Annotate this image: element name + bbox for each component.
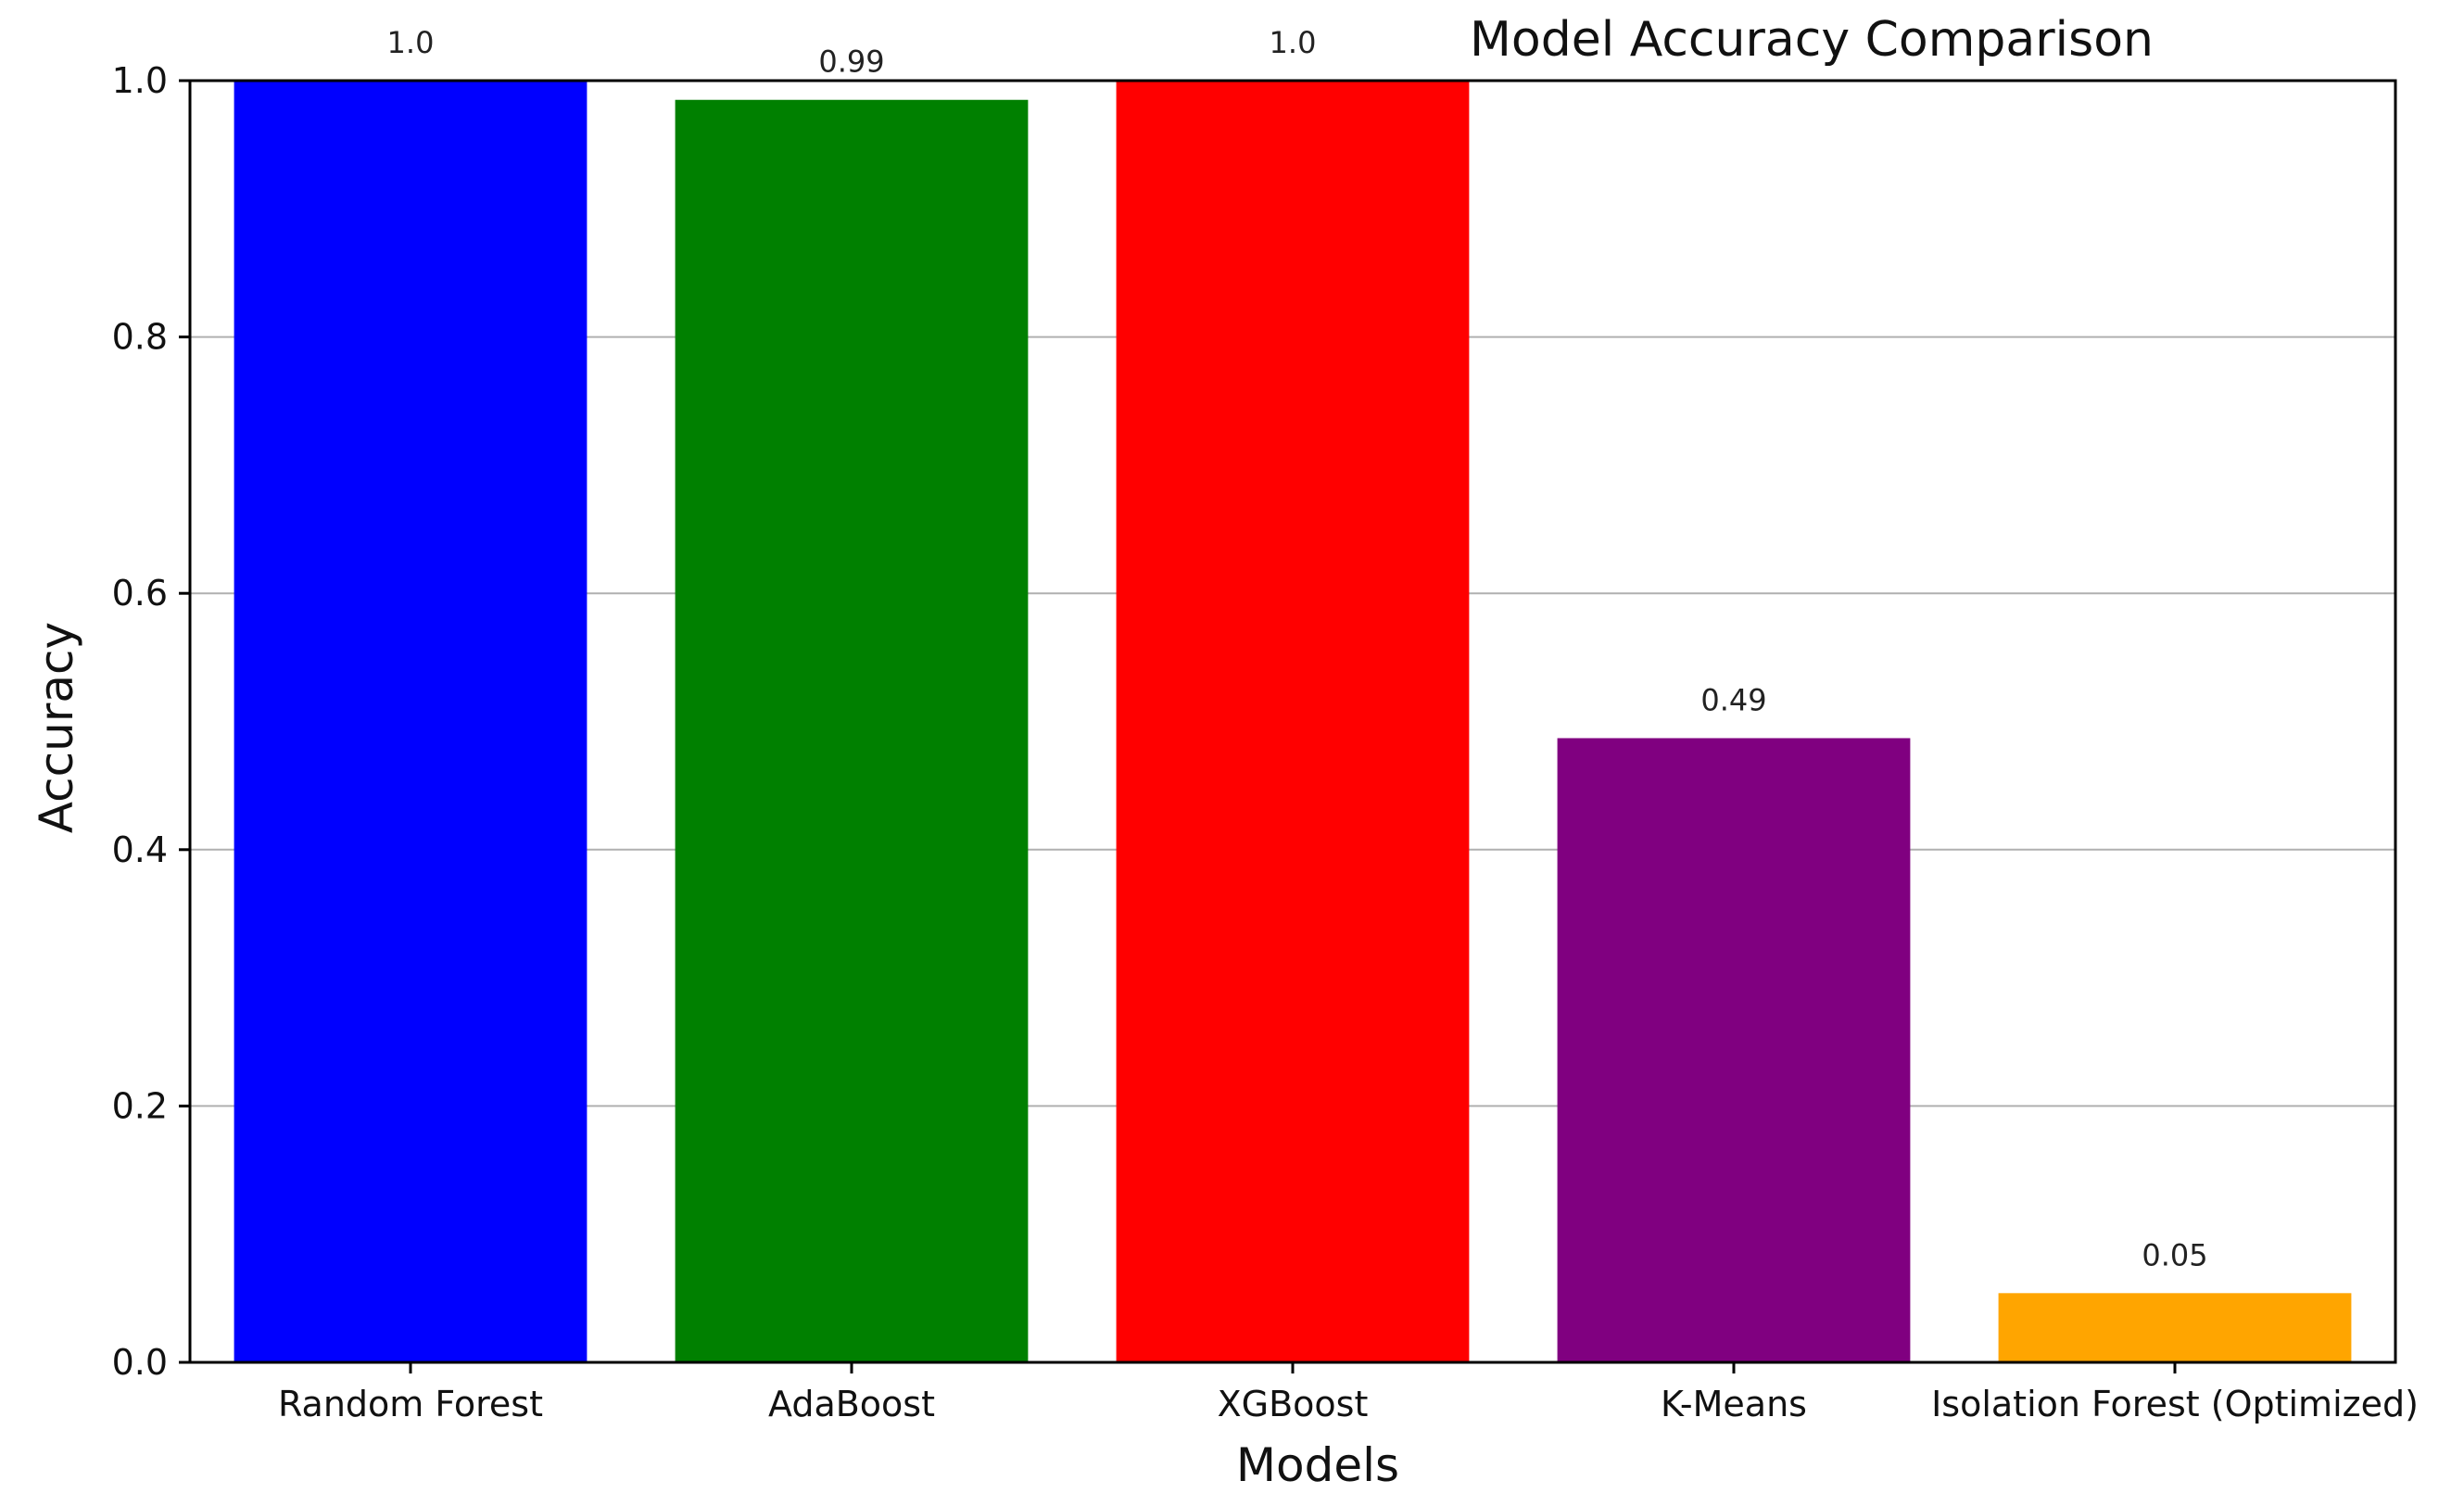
y-tick-label: 0.8 — [112, 317, 168, 358]
y-tick-label: 0.4 — [112, 829, 168, 870]
y-tick-label: 0.6 — [112, 573, 168, 614]
bar-random-forest — [234, 81, 588, 1362]
x-tick-label: K-Means — [1661, 1384, 1807, 1424]
bar-value-label: 1.0 — [387, 25, 435, 60]
x-tick-label: XGBoost — [1218, 1384, 1369, 1424]
bar-xgboost — [1116, 81, 1470, 1362]
bar-adaboost — [675, 99, 1029, 1363]
y-tick-label: 0.2 — [112, 1085, 168, 1126]
bar-k-means — [1557, 738, 1911, 1362]
y-tick-label: 1.0 — [112, 60, 168, 101]
bar-value-label: 0.05 — [2142, 1237, 2207, 1272]
bar-value-label: 1.0 — [1270, 25, 1317, 60]
x-axis-label: Models — [1236, 1438, 1399, 1492]
x-tick-label: AdaBoost — [768, 1384, 935, 1424]
bar-value-label: 0.99 — [818, 44, 884, 80]
y-axis-label: Accuracy — [30, 622, 83, 833]
x-axis-ticks: Random Forest AdaBoost XGBoost K-Means Isola… — [278, 1362, 2419, 1424]
x-tick-label: Isolation Forest (Optimized) — [1931, 1384, 2419, 1424]
y-tick-label: 0.0 — [112, 1342, 168, 1383]
bars — [234, 81, 2352, 1363]
chart-title: Model Accuracy Comparison — [1470, 12, 2154, 68]
bar-isolation-forest-optimized — [1998, 1293, 2352, 1362]
x-tick-label: Random Forest — [278, 1384, 543, 1424]
value-labels: 1.0 0.99 1.0 0.49 0.05 — [387, 25, 2208, 1272]
y-axis-ticks: 0.0 0.2 0.4 0.6 0.8 1.0 — [112, 60, 190, 1383]
bar-value-label: 0.49 — [1700, 682, 1766, 717]
